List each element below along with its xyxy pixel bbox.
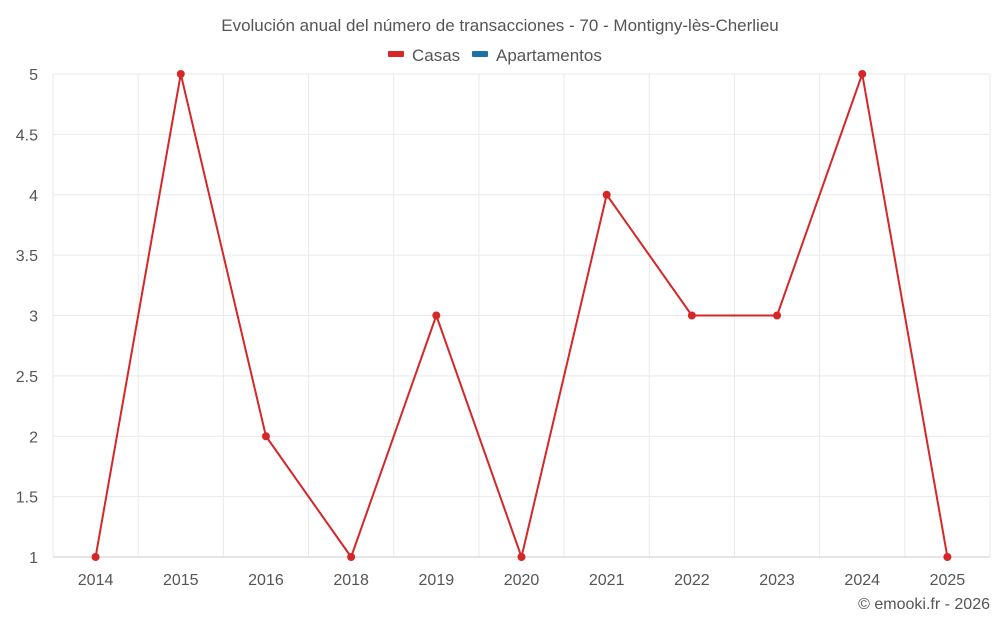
x-tick-label: 2020 [504, 572, 540, 589]
y-tick-label: 3 [29, 309, 38, 326]
legend-item-casas[interactable]: Casas [388, 46, 460, 65]
y-tick-label: 1 [29, 550, 38, 567]
data-point-casas-2023[interactable] [773, 311, 782, 320]
x-tick-label: 2016 [248, 572, 284, 589]
y-tick-label: 4 [29, 188, 38, 205]
legend: Casas Apartamentos [388, 46, 602, 65]
data-point-casas-2020[interactable] [517, 553, 526, 561]
data-point-casas-2016[interactable] [261, 432, 270, 441]
y-tick-label: 1.5 [16, 490, 38, 507]
x-tick-label: 2014 [78, 572, 114, 589]
y-gridlines [53, 73, 990, 558]
x-tick-label: 2024 [844, 572, 880, 589]
y-tick-label: 2.5 [16, 369, 38, 386]
x-tick-label: 2019 [419, 572, 455, 589]
data-point-casas-2024[interactable] [858, 70, 867, 78]
data-point-casas-2014[interactable] [91, 553, 100, 561]
x-tick-label: 2022 [674, 572, 710, 589]
legend-label-casas: Casas [412, 46, 460, 65]
credit-text: © emooki.fr - 2026 [858, 596, 990, 613]
data-point-casas-2025[interactable] [943, 553, 952, 561]
data-point-casas-2022[interactable] [687, 311, 696, 320]
data-point-casas-2019[interactable] [432, 311, 441, 320]
y-axis-ticks: 1 1.5 2 2.5 3 3.5 4 4.5 5 [16, 67, 38, 567]
y-tick-label: 2 [29, 429, 38, 446]
x-axis-ticks: 2014 2015 2016 2018 2019 2020 2021 2022 2023 2024… [78, 572, 966, 589]
x-tick-label: 2018 [333, 572, 369, 589]
legend-item-apartamentos[interactable]: Apartamentos [472, 46, 602, 65]
x-tick-label: 2025 [930, 572, 966, 589]
series-casas [91, 70, 952, 561]
data-point-casas-2021[interactable] [602, 190, 611, 199]
legend-label-apartamentos: Apartamentos [496, 46, 602, 65]
x-tick-label: 2015 [163, 572, 199, 589]
y-tick-label: 5 [29, 67, 38, 84]
y-tick-label: 4.5 [16, 127, 38, 144]
y-tick-label: 3.5 [16, 248, 38, 265]
data-point-casas-2015[interactable] [176, 70, 185, 78]
data-point-casas-2018[interactable] [347, 553, 356, 561]
legend-swatch-casas [388, 51, 404, 57]
x-tick-label: 2021 [589, 572, 625, 589]
chart-title: Evolución anual del número de transaccio… [221, 16, 779, 35]
x-tick-label: 2023 [759, 572, 795, 589]
legend-swatch-apartamentos [472, 51, 488, 57]
